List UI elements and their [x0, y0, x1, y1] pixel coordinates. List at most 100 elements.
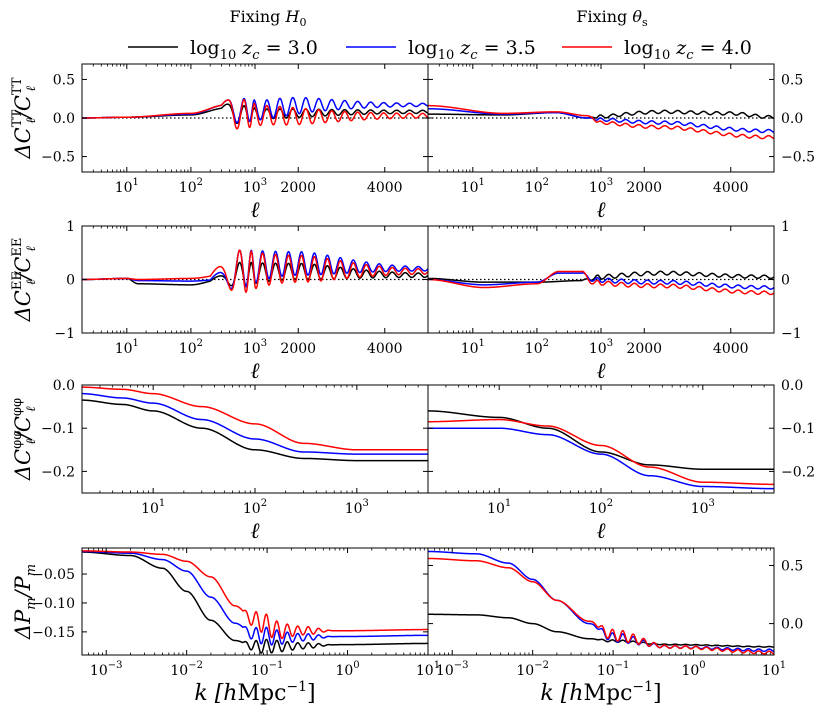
series-line-1: [82, 551, 428, 654]
y-axis-label: ΔCEEℓ/CEEℓ: [10, 238, 39, 323]
y-tick-label: −0.10: [32, 596, 75, 612]
legend-entry-2: log10 zc = 3.5: [346, 37, 536, 63]
y-axis-label: ΔCTTℓ/CTTℓ: [10, 77, 39, 159]
x-tick-label: 103: [345, 498, 369, 517]
panel-frame: [81, 547, 429, 656]
series-line-3: [428, 418, 774, 486]
y-tick-label: 0.5: [781, 558, 803, 574]
y-tick-label: 0.0: [781, 378, 803, 394]
x-tick-label: 103: [589, 338, 613, 357]
y-tick-label: 0.5: [781, 72, 803, 88]
x-tick-label: 103: [691, 498, 715, 517]
x-tick-label: 4000: [713, 341, 749, 357]
x-tick-label: 101: [141, 498, 165, 517]
y-tick-label: −0.15: [32, 625, 75, 641]
legend-entry-3: log10 zc = 4.0: [562, 37, 752, 63]
series-line-1: [428, 270, 774, 283]
x-tick-label: 4000: [713, 180, 749, 196]
x-tick-label: 101: [416, 660, 440, 679]
series-line-2: [428, 427, 774, 490]
x-tick-label: 2000: [626, 341, 662, 357]
x-tick-label: 100: [335, 660, 359, 679]
series-group: [82, 386, 428, 462]
series-line-3: [428, 270, 774, 296]
header-left: Fixing H0: [230, 7, 307, 29]
x-axis-label: ℓ: [250, 198, 260, 223]
series-line-1: [428, 410, 774, 470]
panel-3: 101 102 103 2000 4000 −1 0 1 ℓ ΔCEEℓ/CEEℓ: [10, 219, 429, 384]
x-tick-label: 2000: [280, 341, 316, 357]
y-tick-label: 0.0: [781, 617, 803, 633]
y-tick-label: 0: [66, 273, 75, 289]
x-axis-label: k [hMpc−1]: [194, 679, 315, 706]
y-tick-label: −0.2: [781, 464, 815, 480]
x-tick-label: 10−1: [251, 660, 284, 679]
series-group: [428, 550, 774, 655]
x-tick-label: 102: [525, 177, 549, 196]
series-line-3: [82, 386, 428, 451]
legend: log10 zc = 3.0 log10 zc = 3.5 log10 zc =…: [128, 37, 752, 63]
series-line-3: [82, 550, 428, 640]
y-tick-label: 0.0: [781, 111, 803, 127]
x-tick-label: 101: [461, 177, 485, 196]
series-line-3: [82, 98, 428, 130]
panel-6: 101 102 103 −0.2 −0.1 0.0 ℓ: [427, 378, 815, 544]
y-tick-label: −1: [781, 326, 802, 342]
panel-5: 101 102 103 −0.2 −0.1 0.0 ℓ ΔCφφℓ/Cφφℓ: [10, 378, 429, 544]
x-tick-label: 102: [179, 338, 203, 357]
x-tick-label: 102: [589, 498, 613, 517]
series-group: [82, 249, 428, 293]
x-tick-label: 10−2: [516, 660, 549, 679]
x-axis-label: ℓ: [596, 359, 606, 384]
y-tick-label: 0.0: [53, 111, 75, 127]
legend-label-2: log10 zc = 3.5: [408, 37, 536, 63]
series-line-1: [428, 613, 774, 648]
x-tick-label: 103: [589, 177, 613, 196]
series-group: [82, 96, 428, 130]
legend-label-1: log10 zc = 3.0: [190, 37, 318, 63]
x-axis-label: ℓ: [250, 519, 260, 544]
y-tick-label: −0.1: [41, 421, 75, 437]
x-axis-label: k [hMpc−1]: [540, 679, 661, 706]
x-tick-label: 102: [243, 498, 267, 517]
y-tick-label: 0: [781, 273, 790, 289]
panel-8: 10−3 10−2 10−1 100 101 0.0 0.5 k [hMpc−1]: [427, 547, 803, 706]
x-axis-label: ℓ: [250, 359, 260, 384]
x-tick-label: 2000: [626, 180, 662, 196]
x-tick-label: 10−1: [597, 660, 630, 679]
x-tick-label: 101: [115, 338, 139, 357]
header-right: Fixing θs: [576, 7, 648, 29]
y-tick-label: −0.05: [32, 567, 75, 583]
panels: 101 102 103 2000 4000−0.50.00.5ℓΔCTTℓ/CTTℓ10…: [10, 63, 815, 706]
series-line-1: [428, 109, 774, 120]
series-line-2: [428, 272, 774, 290]
y-tick-label: −0.2: [41, 464, 75, 480]
y-tick-label: 1: [66, 219, 75, 235]
x-tick-label: 2000: [280, 180, 316, 196]
y-tick-label: −0.5: [781, 150, 815, 166]
y-tick-label: −0.5: [41, 150, 75, 166]
x-tick-label: 103: [243, 177, 267, 196]
x-axis-label: ℓ: [596, 198, 606, 223]
x-tick-label: 101: [762, 660, 786, 679]
x-tick-label: 4000: [367, 180, 403, 196]
series-group: [428, 410, 774, 490]
x-tick-label: 103: [243, 338, 267, 357]
series-line-3: [428, 104, 774, 140]
y-tick-label: 1: [781, 219, 790, 235]
panel-frame: [427, 384, 775, 494]
y-axis-label: ΔPm/Pm: [11, 564, 39, 640]
x-tick-label: 10−3: [436, 660, 469, 679]
series-line-2: [428, 107, 774, 134]
y-tick-label: −0.1: [781, 421, 815, 437]
panel-1: 101 102 103 2000 4000 −0.5 0.0 0.5 ℓ ΔCTTℓ/CTTℓ: [10, 63, 429, 223]
series-line-1: [82, 399, 428, 462]
panel-2: 101 102 103 2000 4000 −0.5 0.0 0.5 ℓ: [427, 63, 815, 223]
series-line-2: [428, 550, 774, 653]
legend-label-3: log10 zc = 4.0: [624, 37, 752, 63]
x-tick-label: 102: [179, 177, 203, 196]
series-line-2: [82, 392, 428, 455]
x-tick-label: 4000: [367, 341, 403, 357]
y-tick-label: −1: [54, 326, 75, 342]
